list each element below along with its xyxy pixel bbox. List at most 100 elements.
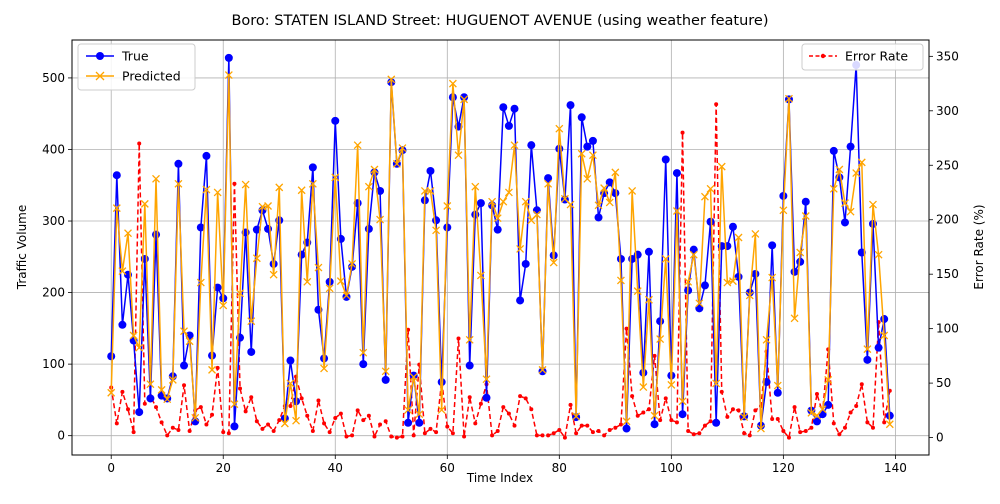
data-point-true [112,171,121,180]
data-point-error-rate [708,419,713,424]
data-point-true [577,113,586,122]
data-point-error-rate [266,422,271,427]
data-point-error-rate [775,417,780,422]
data-point-true [768,241,777,250]
data-point-true [538,367,547,376]
data-point-error-rate [854,403,859,408]
data-point-error-rate [635,413,640,418]
data-point-true [146,394,155,403]
plot-area-frame [71,39,930,456]
data-point-predicted [818,405,827,414]
data-point-error-rate [641,410,646,415]
data-point-error-rate [131,430,136,435]
data-point-true [476,199,485,208]
data-point-error-rate [383,419,388,424]
data-point-true [465,361,474,370]
data-point-true [118,320,127,329]
y2-tick-label: 150 [936,267,959,281]
data-point-error-rate [770,417,775,422]
data-point-true [751,269,760,278]
data-point-predicted [398,144,407,153]
data-point-true [493,225,502,234]
data-point-predicted [544,179,553,188]
data-point-predicted [152,174,160,183]
legend-predicted-label: Predicted [122,69,181,84]
data-point-predicted [644,295,653,304]
data-point-predicted [796,248,805,257]
data-point-true [482,393,491,402]
y-tick-label: 300 [42,214,65,228]
y-tick-label: 100 [42,357,65,371]
data-point-predicted [219,301,228,310]
data-point-predicted [448,79,457,88]
data-point-error-rate [540,433,545,438]
data-point-error-rate [338,411,343,416]
data-point-true [432,216,441,225]
data-point-error-rate [546,433,551,438]
data-point-true [107,352,116,361]
data-point-error-rate [372,434,377,439]
data-point-predicted [415,410,424,419]
data-point-predicted [280,419,289,428]
data-point-true [521,259,530,268]
data-point-predicted [572,412,581,421]
data-point-error-rate [674,420,679,425]
data-point-true [544,174,553,183]
data-point-error-rate [114,421,119,426]
data-point-predicted [241,180,250,189]
data-point-error-rate [333,415,338,420]
x-tick-label: 40 [328,461,343,475]
data-point-predicted [521,197,530,206]
data-point-true [880,315,889,324]
data-point-error-rate [859,382,864,387]
data-point-error-rate [557,427,562,432]
data-point-error-rate [400,434,405,439]
data-point-error-rate [506,411,511,416]
data-point-true [796,257,805,266]
data-point-predicted [269,270,278,279]
data-point-error-rate [669,418,674,423]
data-point-true [661,155,670,164]
data-point-error-rate [518,394,523,399]
data-point-error-rate [624,326,629,331]
y-tick-label: 400 [42,142,65,156]
data-point-predicted [353,141,362,150]
data-point-true [605,178,614,187]
data-point-true [426,166,435,175]
data-point-predicted [499,197,508,206]
grid-layer [72,40,929,455]
data-point-error-rate [686,429,691,434]
series-true [107,53,894,433]
data-point-predicted [768,273,777,282]
data-point-predicted [605,198,614,207]
data-point-true [364,224,373,233]
data-point-error-rate [646,407,651,412]
data-point-error-rate [238,386,243,391]
data-point-predicted [180,327,188,336]
data-point-predicted [583,174,592,183]
data-point-true [252,225,261,234]
data-point-error-rate [792,405,797,410]
data-point-true [404,418,413,427]
data-point-true [409,371,418,380]
data-point-true [689,245,698,254]
data-point-error-rate [170,425,175,430]
data-point-error-rate [260,426,265,431]
data-point-true [247,347,256,356]
data-point-error-rate [714,102,719,107]
data-point-predicted [325,284,334,293]
data-point-predicted [140,199,149,208]
y2-tick-label: 200 [936,213,959,227]
data-point-true [359,360,368,369]
data-point-error-rate [445,424,450,429]
data-point-true [700,281,709,290]
data-point-predicted [588,151,597,160]
data-point-predicted [600,184,609,193]
data-point-true [734,272,743,281]
data-point-predicted [650,411,659,420]
data-point-predicted [202,185,211,194]
legend-right: Error Rate [801,43,924,71]
data-point-predicted [852,169,861,178]
y2-axis-label: Error Rate (%) [972,204,986,289]
